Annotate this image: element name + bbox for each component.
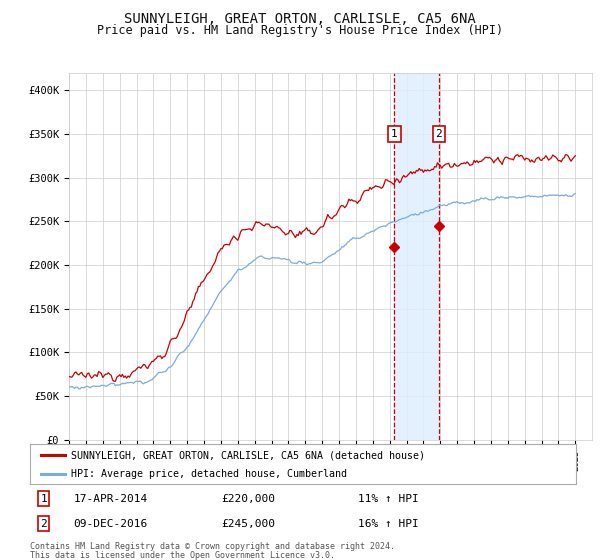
Text: 11% ↑ HPI: 11% ↑ HPI [358, 493, 418, 503]
Text: Contains HM Land Registry data © Crown copyright and database right 2024.: Contains HM Land Registry data © Crown c… [30, 542, 395, 551]
Bar [394, 73, 439, 440]
Text: SUNNYLEIGH, GREAT ORTON, CARLISLE, CA5 6NA: SUNNYLEIGH, GREAT ORTON, CARLISLE, CA5 6… [124, 12, 476, 26]
Text: SUNNYLEIGH, GREAT ORTON, CARLISLE, CA5 6NA (detached house): SUNNYLEIGH, GREAT ORTON, CARLISLE, CA5 6… [71, 450, 425, 460]
Text: 1: 1 [391, 129, 398, 139]
Text: Price paid vs. HM Land Registry's House Price Index (HPI): Price paid vs. HM Land Registry's House … [97, 24, 503, 36]
Text: £220,000: £220,000 [221, 493, 275, 503]
Text: This data is licensed under the Open Government Licence v3.0.: This data is licensed under the Open Gov… [30, 551, 335, 560]
Text: 2: 2 [40, 519, 47, 529]
Text: 2: 2 [436, 129, 442, 139]
Text: £245,000: £245,000 [221, 519, 275, 529]
Text: 16% ↑ HPI: 16% ↑ HPI [358, 519, 418, 529]
Text: HPI: Average price, detached house, Cumberland: HPI: Average price, detached house, Cumb… [71, 469, 347, 479]
Text: 1: 1 [40, 493, 47, 503]
Text: 17-APR-2014: 17-APR-2014 [74, 493, 148, 503]
Text: 09-DEC-2016: 09-DEC-2016 [74, 519, 148, 529]
